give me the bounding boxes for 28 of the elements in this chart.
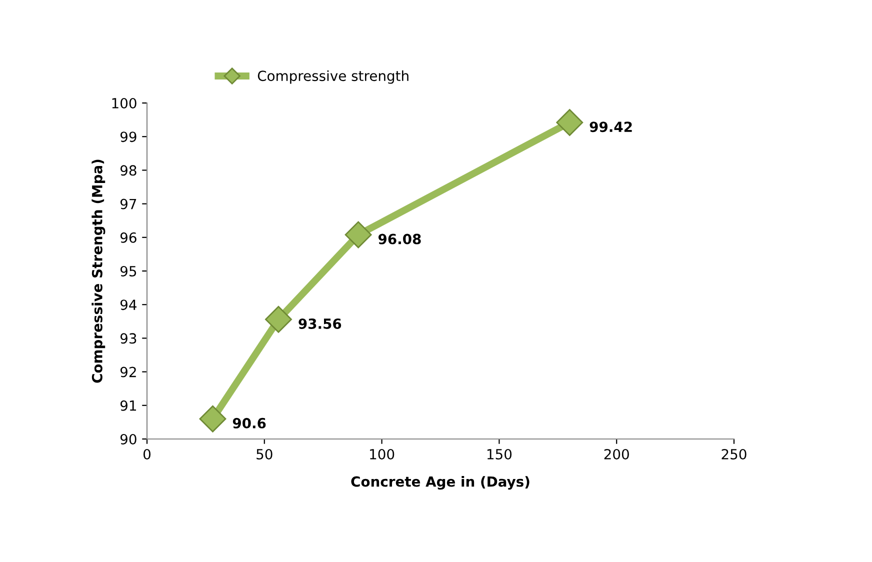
- data-label: 90.6: [232, 418, 266, 428]
- y-tick-label: 91: [120, 400, 136, 411]
- y-tick-label: 96: [120, 232, 136, 243]
- data-label: 96.08: [378, 234, 421, 244]
- x-tick-label: 100: [370, 448, 394, 460]
- x-tick-label: 150: [487, 448, 512, 460]
- data-label: 93.56: [298, 318, 342, 329]
- y-tick-label: 92: [120, 366, 136, 378]
- point: [199, 405, 226, 432]
- legend-label: Compressive strength: [258, 70, 408, 84]
- point: [265, 306, 292, 333]
- y-axis-title: Compressive Strength (Mpa): [92, 160, 106, 383]
- y-tick-label: 98: [120, 165, 136, 176]
- y-tick-label: 94: [120, 300, 136, 310]
- y-tick-label: 95: [120, 266, 136, 276]
- y-tick-label: 100: [112, 98, 136, 108]
- y-tick-label: 97: [120, 198, 136, 210]
- x-tick-label: 250: [722, 448, 746, 460]
- y-tick-label: 90: [120, 434, 136, 444]
- x-tick-label: 0: [143, 448, 150, 460]
- point: [556, 109, 584, 136]
- x-tick-label: 200: [604, 448, 629, 460]
- point: [344, 221, 372, 248]
- data-label: 99.42: [590, 122, 632, 132]
- y-tick-label: 93: [120, 333, 136, 344]
- x-tick-label: 50: [256, 448, 272, 460]
- y-tick-label: 99: [120, 132, 136, 142]
- x-axis-title: Concrete Age in (Days): [351, 476, 530, 490]
